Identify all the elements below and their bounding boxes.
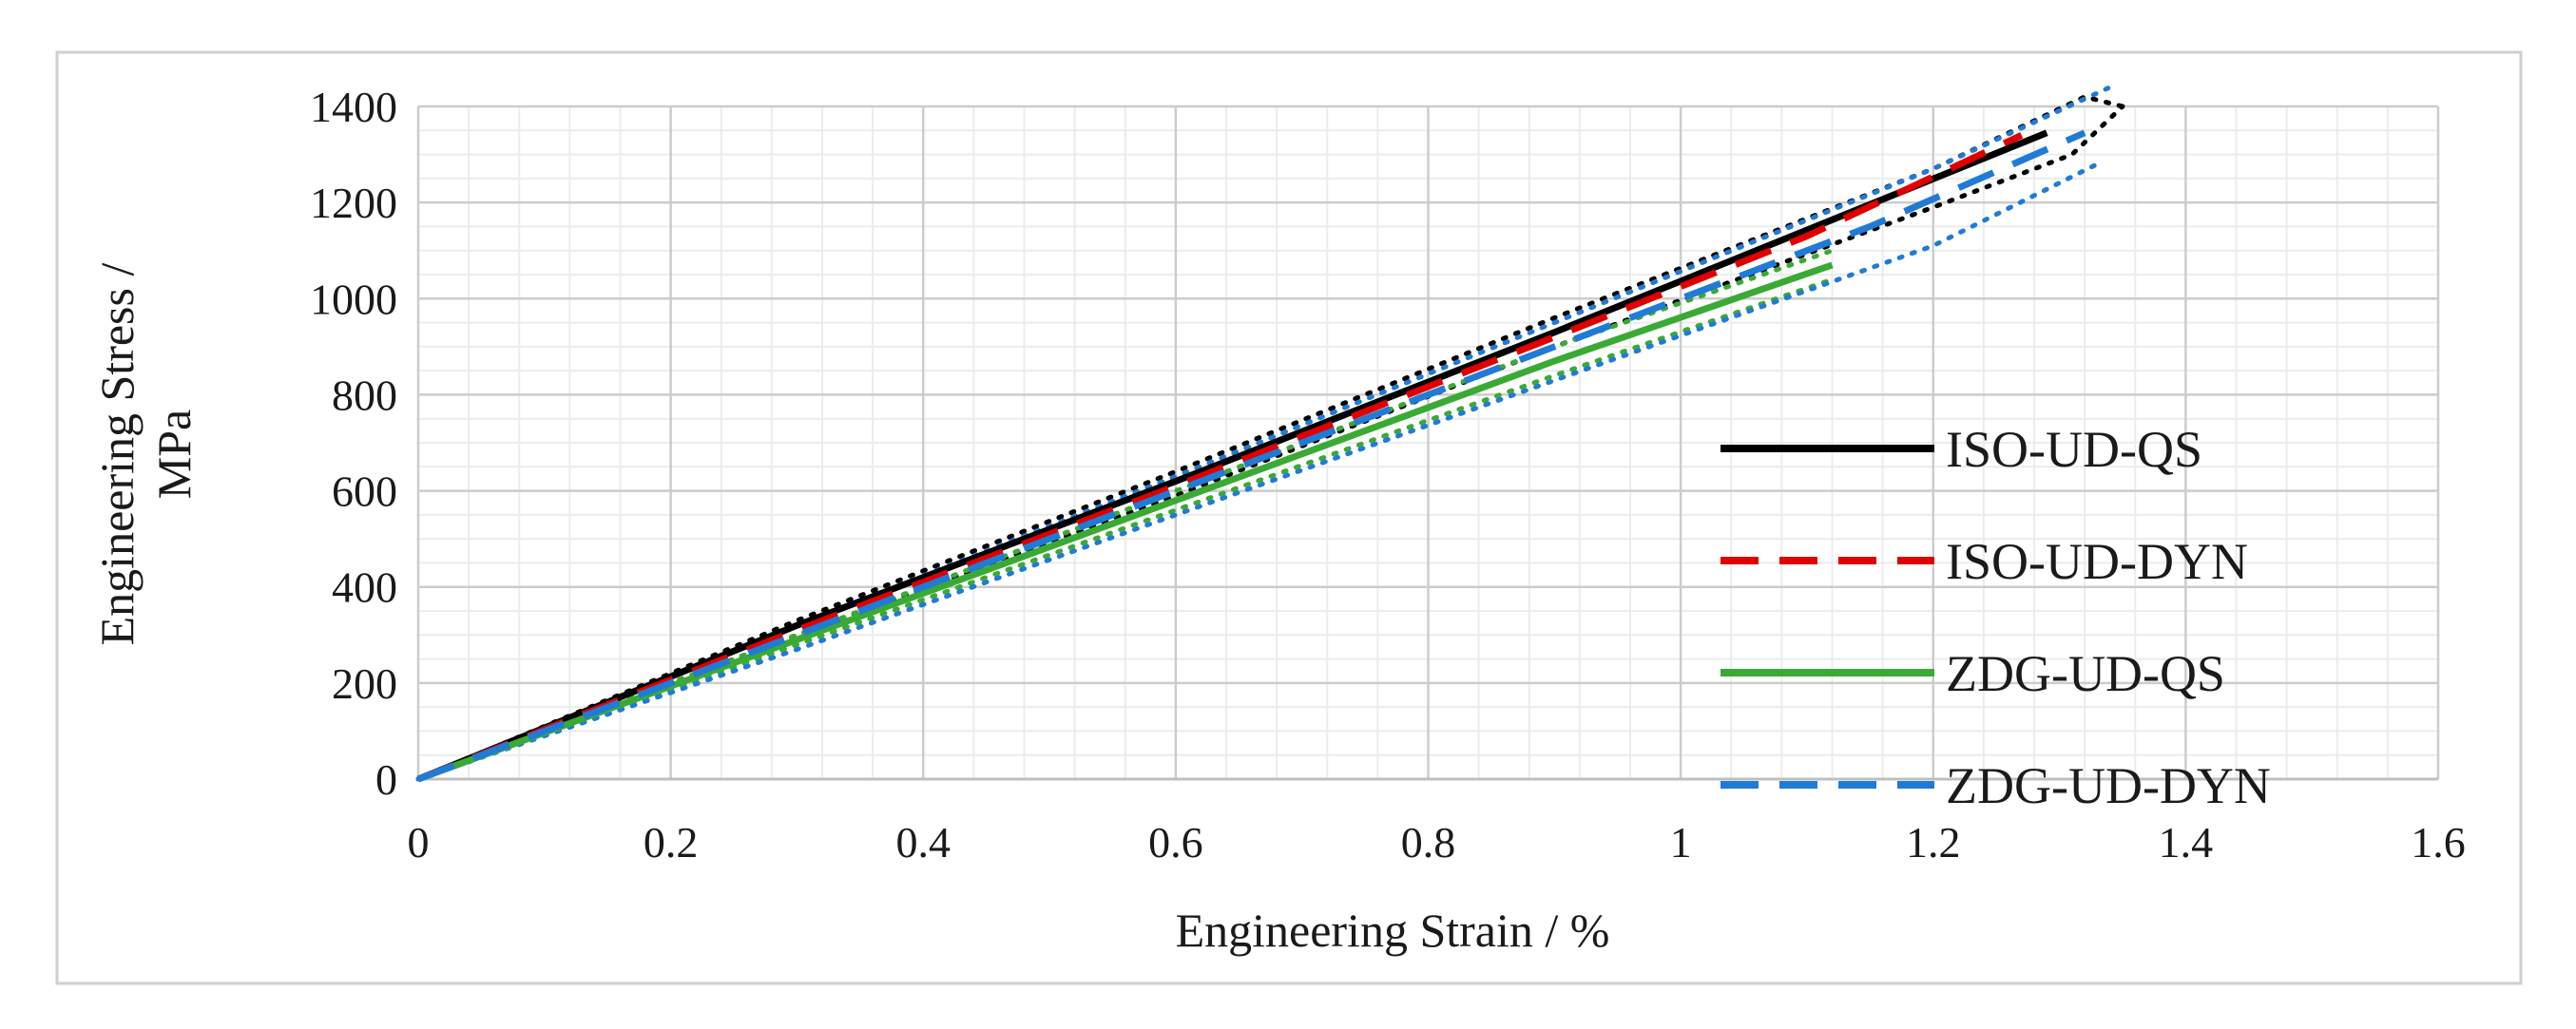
x-tick-label: 0.2 [644,818,699,867]
y-tick-label: 600 [332,467,397,516]
y-tick-label: 0 [375,755,397,804]
x-tick-label: 1 [1670,818,1692,867]
y-tick-label: 1400 [310,83,397,131]
envelope-upper-iso-ud-qs [415,94,2125,782]
y-tick-label: 1200 [310,179,397,227]
y-tick-labels: 0 200 400 600 800 1000 1200 1400 [310,83,397,804]
legend: ISO-UD-QS ISO-UD-DYN ZDG-UD-QS ZDG-UD-DYN [1721,421,2271,814]
x-tick-label: 0.8 [1401,818,1456,867]
y-tick-label: 400 [332,563,397,612]
x-tick-label: 0.6 [1148,818,1203,867]
series-line-zdg-ud-dyn [416,129,2086,783]
legend-label-zdg-ud-qs: ZDG-UD-QS [1946,645,2225,702]
x-tick-label: 1.2 [1906,818,1961,867]
series-layer [415,85,2125,783]
series-line-iso-ud-dyn [416,132,2024,783]
x-tick-label: 0 [408,818,430,867]
y-tick-label: 1000 [310,275,397,323]
legend-label-zdg-ud-dyn: ZDG-UD-DYN [1946,757,2271,814]
x-tick-label: 1.4 [2159,818,2214,867]
x-tick-label: 0.4 [896,818,952,867]
x-axis-title: Engineering Strain / % [1176,904,1610,957]
x-tick-label: 1.6 [2411,818,2466,867]
y-tick-label: 800 [332,371,397,419]
envelope-lower-zdg-ud-dyn [415,162,2100,782]
legend-label-iso-ud-dyn: ISO-UD-DYN [1946,533,2248,590]
legend-label-iso-ud-qs: ISO-UD-QS [1946,421,2202,478]
y-axis-title-line2: MPa [147,410,201,499]
y-tick-label: 200 [332,659,397,708]
y-axis-title-line1: Engineering Stress / [90,263,144,646]
envelope-upper-zdg-ud-dyn [415,85,2113,782]
x-tick-labels: 0 0.2 0.4 0.6 0.8 1 1.2 1.4 1.6 [408,818,2466,867]
chart-frame [55,50,2523,985]
